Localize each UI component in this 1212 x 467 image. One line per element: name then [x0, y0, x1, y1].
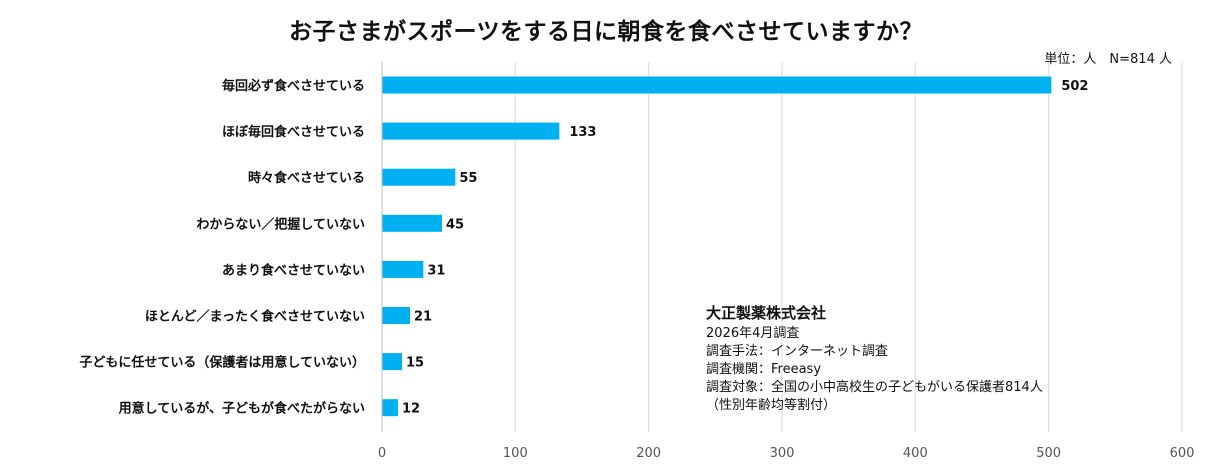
note-line: 調査手法：インターネット調査 — [706, 344, 889, 359]
bar — [382, 307, 410, 324]
x-tick-label: 200 — [636, 446, 661, 461]
data-label: 133 — [569, 125, 596, 140]
category-label: 毎回必ず食べさせている — [222, 78, 365, 94]
x-tick-label: 100 — [503, 446, 528, 461]
data-label: 12 — [402, 402, 420, 417]
category-label: わからない／把握していない — [196, 216, 365, 232]
x-tick-label: 400 — [903, 446, 928, 461]
survey-note: 大正製薬株式会社 2026年4月調査 調査手法：インターネット調査 調査機関：F… — [706, 304, 1043, 415]
note-line: 調査対象：全国の小中高校生の子どもがいる保護者814人 — [706, 380, 1043, 395]
note-line: 調査機関：Freeasy — [706, 362, 822, 377]
x-tick-label: 500 — [1036, 446, 1061, 461]
note-line: 2026年4月調査 — [706, 326, 800, 341]
category-label: あまり食べさせていない — [222, 262, 365, 278]
x-tick-label: 0 — [378, 446, 386, 461]
chart-title: お子さまがスポーツをする日に朝食を食べさせていますか？ — [288, 19, 924, 45]
note-line: （性別年齢均等割付） — [706, 398, 837, 413]
category-label: ほぼ毎回食べさせている — [222, 124, 365, 140]
x-tick-label: 300 — [770, 446, 795, 461]
unit-note: 単位：人 N=814 人 — [1044, 52, 1172, 67]
data-label: 21 — [414, 310, 432, 325]
bar — [382, 122, 560, 140]
category-label: 時々食べさせている — [248, 170, 365, 186]
bar — [382, 76, 1052, 94]
data-label: 31 — [427, 263, 445, 278]
x-tick-label: 600 — [1170, 446, 1195, 461]
data-label: 55 — [459, 171, 477, 186]
bar — [382, 168, 456, 186]
data-label: 502 — [1061, 79, 1088, 94]
data-label: 45 — [446, 217, 464, 232]
bar — [382, 399, 398, 417]
category-label: 子どもに任せている（保護者は用意していない） — [79, 355, 365, 371]
category-label: 用意しているが、子どもが食べたがらない — [118, 401, 365, 417]
data-label: 15 — [406, 356, 424, 371]
bar — [382, 353, 402, 371]
bar — [382, 214, 442, 232]
bar — [382, 260, 424, 278]
category-label: ほとんど／まったく食べさせていない — [145, 309, 365, 325]
company-name: 大正製薬株式会社 — [706, 304, 827, 322]
